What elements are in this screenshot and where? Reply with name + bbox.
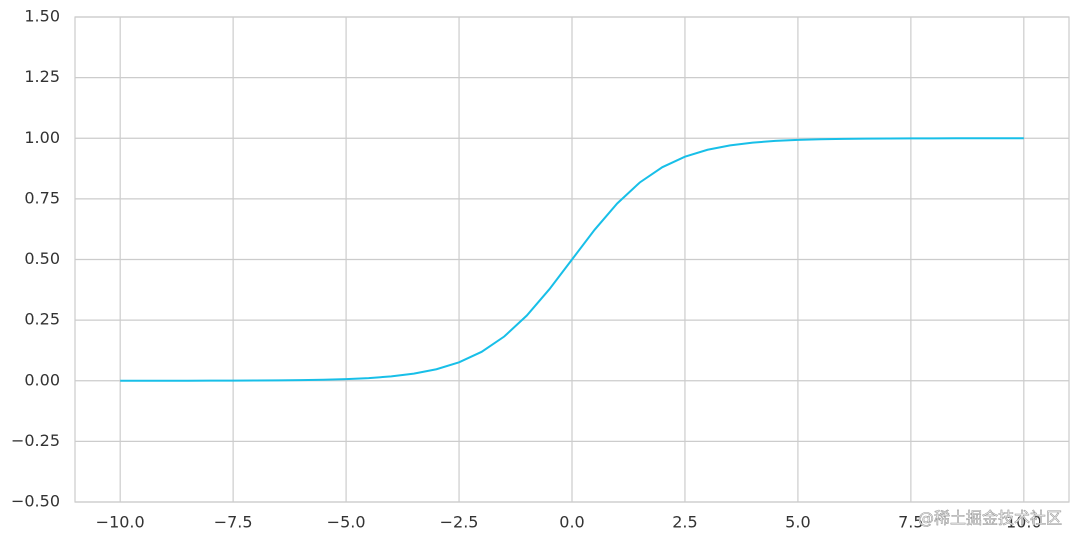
y-tick-label: 1.00 — [24, 128, 60, 147]
x-tick-label: 10.0 — [1006, 513, 1042, 532]
y-tick-label: 1.25 — [24, 67, 60, 86]
x-tick-label: −7.5 — [214, 513, 253, 532]
x-tick-label: −5.0 — [327, 513, 366, 532]
y-tick-label: −0.25 — [11, 431, 60, 450]
y-tick-label: −0.50 — [11, 492, 60, 511]
y-tick-label: 0.75 — [24, 188, 60, 207]
watermark: @稀土掘金技术社区 — [918, 509, 1062, 528]
line-series — [120, 137, 1024, 382]
x-tick-label: 2.5 — [672, 513, 697, 532]
x-tick-label: −10.0 — [96, 513, 145, 532]
x-tick-label: 5.0 — [785, 513, 810, 532]
x-tick-label: −2.5 — [440, 513, 479, 532]
x-tick-label: 0.0 — [559, 513, 584, 532]
y-tick-label: 0.00 — [24, 370, 60, 389]
plot-frame — [74, 16, 1070, 503]
x-tick-label: 7.5 — [898, 513, 923, 532]
y-tick-label: 1.50 — [24, 7, 60, 26]
y-tick-label: 0.25 — [24, 310, 60, 329]
y-tick-label: 0.50 — [24, 249, 60, 268]
